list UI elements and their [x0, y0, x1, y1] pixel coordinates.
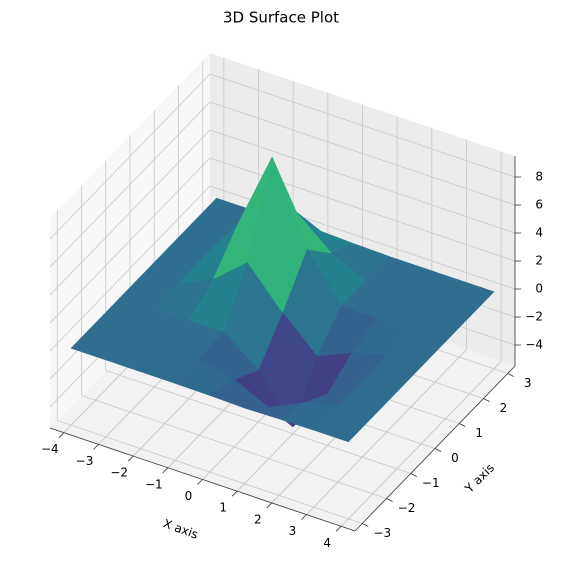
grid-line	[49, 129, 211, 296]
tick-mark	[197, 479, 203, 485]
y-tick-label: 2	[500, 401, 508, 415]
z-tick-label: 2	[535, 254, 543, 268]
grid-line	[209, 101, 516, 206]
x-tick-label: 1	[219, 501, 227, 515]
tick-mark	[362, 523, 369, 527]
surface-face	[313, 405, 374, 443]
y-tick-label: −1	[422, 476, 440, 490]
x-tick-label: 3	[289, 524, 297, 538]
surface-face	[247, 156, 308, 314]
z-tick-label: −2	[525, 310, 543, 324]
x-axis-label: X axis	[161, 516, 200, 541]
grid-line	[81, 395, 387, 499]
grid-line	[57, 420, 363, 524]
tick-mark	[507, 373, 514, 377]
z-tick-label: 0	[535, 282, 543, 296]
y-axis-label: Y axis	[462, 461, 497, 496]
axis-line	[354, 365, 516, 532]
grid-line	[49, 185, 211, 352]
z-tick-label: 4	[535, 226, 543, 240]
x-tick-label: 2	[254, 512, 262, 526]
tick-mark	[231, 490, 238, 497]
y-tick-label: 0	[451, 451, 459, 465]
tick-mark	[266, 502, 273, 509]
tick-mark	[410, 473, 417, 477]
tick-mark	[386, 498, 393, 502]
x-tick-label: −3	[76, 454, 94, 468]
tick-mark	[483, 398, 490, 402]
grid-line	[209, 129, 516, 234]
x-tick-label: −4	[41, 442, 59, 456]
axis-line	[49, 427, 356, 532]
tick-mark	[162, 467, 169, 474]
grid-line	[209, 73, 516, 178]
tick-mark	[58, 432, 65, 438]
y-tick-label: 3	[524, 376, 532, 390]
x-tick-label: 0	[185, 489, 193, 503]
x-tick-label: −2	[110, 466, 128, 480]
x-tick-label: 4	[323, 536, 331, 550]
tick-mark	[93, 444, 99, 450]
grid-line	[49, 157, 211, 324]
grid-line	[105, 370, 411, 474]
grid-line	[49, 73, 211, 240]
z-tick-label: −4	[525, 338, 543, 352]
y-tick-label: 1	[475, 426, 483, 440]
tick-mark	[127, 455, 134, 462]
tick-mark	[301, 514, 307, 520]
z-tick-label: 8	[535, 170, 543, 184]
chart-title: 3D Surface Plot	[223, 9, 339, 27]
tick-mark	[335, 526, 342, 532]
tick-mark	[459, 423, 466, 427]
x-tick-label: −1	[145, 477, 163, 491]
grid-line	[49, 101, 211, 268]
y-tick-label: −2	[398, 501, 416, 515]
tick-mark	[434, 448, 442, 452]
y-tick-label: −3	[373, 526, 391, 540]
grid-line	[209, 157, 516, 262]
z-tick-label: 6	[535, 198, 543, 212]
